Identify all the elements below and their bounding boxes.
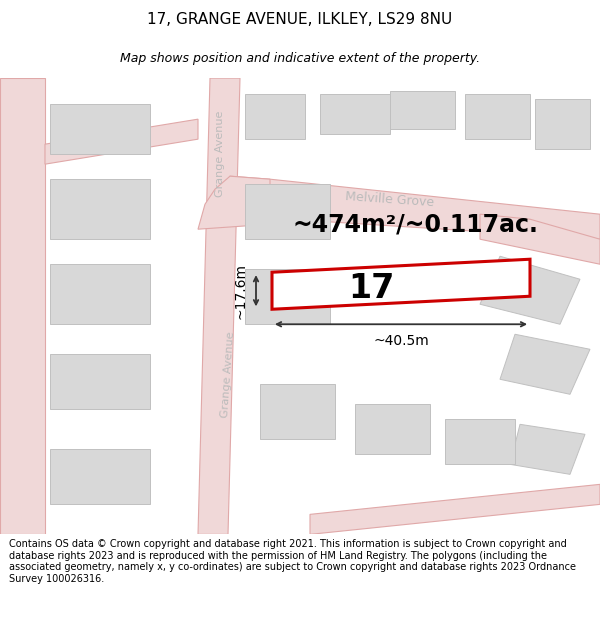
- Polygon shape: [210, 176, 600, 239]
- Text: ~40.5m: ~40.5m: [373, 334, 429, 348]
- Polygon shape: [45, 119, 198, 164]
- Text: Contains OS data © Crown copyright and database right 2021. This information is : Contains OS data © Crown copyright and d…: [9, 539, 576, 584]
- Bar: [50, 104, 150, 154]
- Bar: [390, 91, 455, 129]
- Bar: [50, 264, 150, 324]
- Text: ~474m²/~0.117ac.: ~474m²/~0.117ac.: [292, 213, 538, 236]
- Text: Melville Grove: Melville Grove: [345, 189, 435, 209]
- Text: 17: 17: [348, 272, 394, 305]
- Bar: [320, 94, 390, 134]
- Polygon shape: [272, 259, 530, 309]
- Bar: [50, 179, 150, 239]
- Bar: [535, 99, 590, 149]
- Text: Grange Avenue: Grange Avenue: [220, 331, 236, 418]
- Text: ~17.6m: ~17.6m: [234, 262, 248, 319]
- Polygon shape: [500, 334, 590, 394]
- Polygon shape: [510, 424, 585, 474]
- Bar: [245, 184, 330, 239]
- Bar: [260, 384, 335, 439]
- Bar: [355, 404, 430, 454]
- Bar: [50, 354, 150, 409]
- Bar: [465, 94, 530, 139]
- Polygon shape: [198, 176, 270, 229]
- Polygon shape: [480, 214, 600, 264]
- Bar: [445, 419, 515, 464]
- Polygon shape: [480, 256, 580, 324]
- Polygon shape: [310, 484, 600, 534]
- Bar: [245, 94, 305, 139]
- Bar: [50, 449, 150, 504]
- Text: Map shows position and indicative extent of the property.: Map shows position and indicative extent…: [120, 52, 480, 65]
- Bar: [245, 269, 330, 324]
- Polygon shape: [198, 78, 240, 534]
- Text: Grange Avenue: Grange Avenue: [215, 111, 225, 198]
- Text: 17, GRANGE AVENUE, ILKLEY, LS29 8NU: 17, GRANGE AVENUE, ILKLEY, LS29 8NU: [148, 12, 452, 27]
- Polygon shape: [0, 78, 45, 534]
